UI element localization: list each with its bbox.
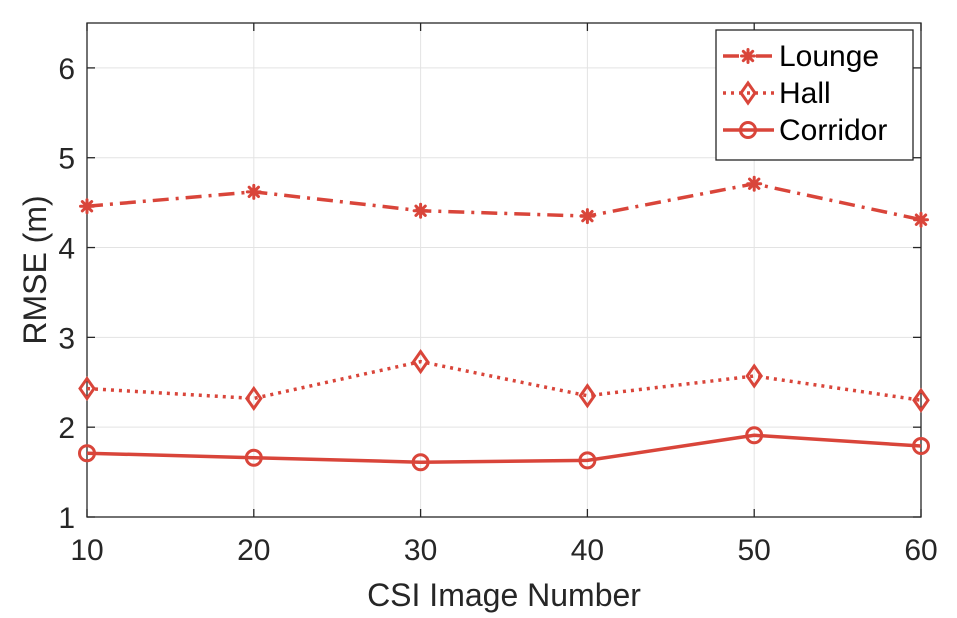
data-point-corridor bbox=[411, 453, 430, 472]
legend-label-hall: Hall bbox=[779, 77, 831, 110]
x-axis-ticks: 10 20 30 40 50 60 bbox=[70, 23, 938, 567]
y-axis-ticks: 1 2 3 4 5 6 bbox=[58, 53, 921, 535]
series-corridor bbox=[78, 426, 930, 472]
legend: Lounge Hall Corridor bbox=[715, 29, 914, 161]
x-tick-label: 10 bbox=[70, 534, 103, 567]
series-layer bbox=[78, 175, 930, 472]
y-tick-label: 5 bbox=[58, 143, 75, 176]
x-tick-label: 30 bbox=[404, 534, 437, 567]
legend-label-lounge: Lounge bbox=[779, 40, 879, 73]
series-line-corridor bbox=[86, 433, 922, 464]
y-tick-label: 1 bbox=[58, 502, 75, 535]
data-point-corridor bbox=[244, 448, 263, 467]
legend-marker-hall bbox=[739, 80, 757, 106]
plot-frame bbox=[86, 22, 922, 518]
data-point-hall bbox=[578, 383, 597, 409]
data-point-hall bbox=[745, 363, 764, 389]
legend-marker-corridor bbox=[739, 121, 757, 139]
data-point-lounge bbox=[746, 175, 763, 192]
series-lounge bbox=[79, 175, 929, 228]
y-axis-label: RMSE (m) bbox=[17, 195, 53, 344]
data-point-corridor bbox=[912, 437, 930, 456]
legend-label-corridor: Corridor bbox=[779, 114, 887, 147]
series-line-hall bbox=[86, 359, 922, 402]
y-tick-label: 2 bbox=[58, 412, 75, 445]
data-point-hall bbox=[78, 375, 96, 402]
data-point-hall bbox=[411, 348, 430, 375]
data-point-hall bbox=[912, 387, 930, 413]
data-point-hall bbox=[244, 385, 263, 412]
y-tick-label: 6 bbox=[58, 53, 75, 86]
data-point-lounge bbox=[245, 183, 262, 200]
series-hall bbox=[78, 348, 930, 413]
y-tick-label: 3 bbox=[58, 322, 75, 355]
legend-marker-lounge bbox=[740, 48, 756, 64]
data-point-corridor bbox=[78, 444, 96, 463]
x-axis-label: CSI Image Number bbox=[367, 577, 641, 613]
y-tick-label: 4 bbox=[58, 233, 75, 266]
data-point-corridor bbox=[578, 451, 597, 470]
x-tick-label: 50 bbox=[738, 534, 771, 567]
data-point-lounge bbox=[412, 202, 429, 219]
x-tick-label: 20 bbox=[237, 534, 270, 567]
data-point-lounge bbox=[579, 208, 596, 225]
x-tick-label: 60 bbox=[904, 534, 937, 567]
data-point-lounge bbox=[79, 198, 95, 215]
series-line-lounge bbox=[86, 182, 922, 222]
data-point-lounge bbox=[913, 211, 929, 228]
x-tick-label: 40 bbox=[571, 534, 604, 567]
data-point-corridor bbox=[745, 426, 764, 445]
